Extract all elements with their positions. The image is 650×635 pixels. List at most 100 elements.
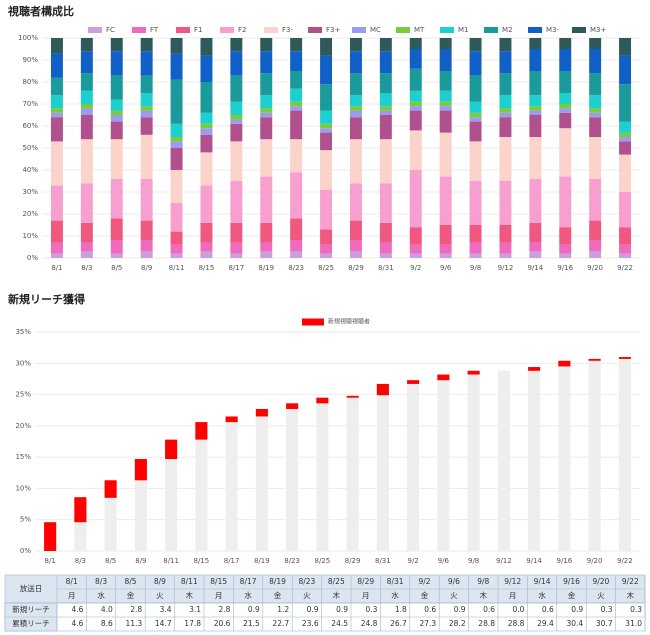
table-weekday: 月: [68, 591, 76, 600]
table-weekday: 木: [480, 590, 488, 600]
table-cell: 0.3: [365, 605, 377, 614]
bar-segment: [499, 253, 512, 258]
bar-segment: [110, 75, 123, 100]
x-tick-label: 8/31: [378, 264, 394, 272]
bar-segment: [200, 123, 213, 129]
bar-segment: [50, 77, 63, 96]
bar-segment: [50, 253, 63, 258]
new-reach-bar: [558, 360, 571, 367]
table-cell: 3.4: [160, 605, 172, 614]
y-tick-label: 5%: [20, 516, 31, 524]
bar-segment: [110, 139, 123, 179]
bar-segment: [469, 101, 482, 113]
bar-segment: [619, 154, 632, 192]
bar-segment: [140, 178, 153, 221]
bar-segment: [439, 244, 452, 254]
new-reach-bar: [618, 357, 631, 359]
bar-segment: [320, 128, 333, 133]
bar-segment: [409, 170, 422, 228]
table-cell: 0.3: [601, 605, 613, 614]
legend-swatch: [176, 27, 190, 33]
bar-segment: [499, 225, 512, 243]
new-reach-bar: [376, 383, 389, 396]
bar-segment: [50, 141, 63, 186]
bar-segment: [140, 106, 153, 111]
bar-segment: [589, 108, 602, 113]
bar-segment: [469, 117, 482, 122]
bar-segment: [349, 183, 362, 221]
bar-segment: [170, 137, 183, 142]
bar-segment: [439, 101, 452, 107]
bar-segment: [200, 112, 213, 124]
bar-segment: [559, 176, 572, 228]
bar-segment: [619, 121, 632, 133]
bar-segment: [80, 108, 93, 115]
bar-segment: [559, 104, 572, 109]
table-header-label: 放送日: [20, 583, 43, 593]
table-date: 8/31: [387, 577, 404, 586]
y-tick-label: 90%: [22, 56, 38, 64]
new-reach-bar: [588, 358, 601, 361]
bar-segment: [409, 68, 422, 91]
bar-segment: [80, 73, 93, 91]
bar-segment: [349, 251, 362, 258]
legend-label: FT: [150, 26, 159, 34]
bar-segment: [349, 139, 362, 184]
bar-segment: [439, 132, 452, 177]
table-weekday: 木: [186, 590, 194, 600]
bar-segment: [439, 176, 452, 225]
bar-segment: [260, 139, 273, 177]
x-tick-label: 9/2: [410, 264, 421, 272]
bar-segment: [80, 104, 93, 109]
bar-segment: [379, 51, 392, 74]
new-reach-bar: [528, 367, 541, 371]
bar-segment: [290, 218, 303, 241]
table-cell: 24.8: [361, 619, 378, 628]
bar-segment: [290, 71, 303, 89]
bar-segment: [499, 108, 512, 113]
y-tick-label: 35%: [15, 328, 31, 336]
bar-segment: [80, 115, 93, 140]
table-date: 9/12: [504, 577, 521, 586]
bar-segment: [559, 227, 572, 245]
bar-segment: [409, 49, 422, 69]
bar-segment: [589, 49, 602, 74]
legend-label: M3+: [590, 26, 606, 34]
bar-segment: [260, 95, 273, 109]
bar-segment: [469, 51, 482, 76]
table-cell: 4.0: [101, 605, 113, 614]
bar-segment: [619, 84, 632, 122]
bar-segment: [320, 150, 333, 190]
y-tick-label: 30%: [22, 188, 38, 196]
table-row-label: 新規リーチ: [12, 604, 50, 614]
x-tick-label: 8/23: [288, 264, 304, 272]
bar-segment: [170, 79, 183, 124]
bar-segment: [110, 115, 123, 122]
x-tick-label: 9/12: [498, 264, 514, 272]
bar-segment: [589, 178, 602, 221]
new-reach-bar: [407, 380, 420, 384]
bar-segment: [469, 225, 482, 243]
table-cell: 23.6: [302, 619, 319, 628]
bar-segment: [439, 110, 452, 133]
bar-segment: [260, 112, 273, 118]
cumulative-bar: [134, 459, 147, 551]
cumulative-bar: [376, 383, 389, 551]
bar-segment: [409, 38, 422, 49]
bar-segment: [529, 137, 542, 179]
x-tick-label: 9/2: [407, 557, 418, 565]
new-reach-bar: [44, 522, 57, 551]
cumulative-bar: [588, 358, 601, 551]
x-tick-label: 8/15: [194, 557, 210, 565]
bar-segment: [559, 253, 572, 258]
bar-segment: [529, 251, 542, 258]
table-cell: 28.8: [478, 619, 495, 628]
bar-segment: [499, 117, 512, 137]
bar-segment: [230, 141, 243, 181]
cumulative-bar: [165, 439, 178, 551]
bar-segment: [230, 253, 243, 258]
bar-segment: [559, 128, 572, 177]
bar-segment: [589, 251, 602, 258]
bar-segment: [499, 242, 512, 254]
bar-segment: [379, 110, 392, 115]
